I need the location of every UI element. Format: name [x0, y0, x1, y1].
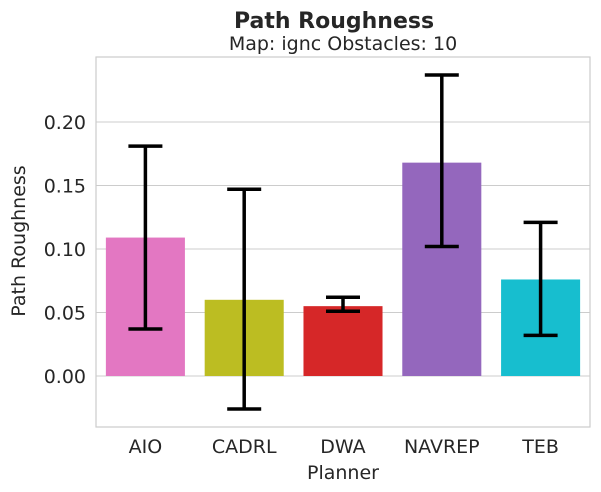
x-tick-label: CADRL [212, 436, 277, 458]
plot-frame [95, 56, 591, 428]
error-bars [128, 73, 558, 411]
chart-subtitle: Map: ignc Obstacles: 10 [229, 33, 457, 55]
x-tick-labels: AIO CADRL DWA NAVREP TEB [129, 436, 559, 458]
x-tick-label: AIO [129, 436, 163, 458]
y-tick-label: 0.15 [44, 176, 86, 198]
bar-dwa [303, 306, 383, 376]
x-tick-label: DWA [320, 436, 365, 458]
y-tick-label: 0.10 [44, 239, 86, 261]
y-tick-label: 0.20 [44, 112, 86, 134]
x-tick-label: NAVREP [404, 436, 480, 458]
bars [105, 162, 581, 376]
x-tick-label: TEB [521, 436, 559, 458]
chart-title: Path Roughness [234, 9, 434, 34]
y-axis-label: Path Roughness [8, 165, 30, 316]
y-tick-label: 0.05 [44, 303, 86, 325]
x-axis-label: Planner [307, 462, 379, 484]
y-tick-labels: 0.00 0.05 0.10 0.15 0.20 [44, 112, 86, 388]
y-tick-label: 0.00 [44, 366, 86, 388]
